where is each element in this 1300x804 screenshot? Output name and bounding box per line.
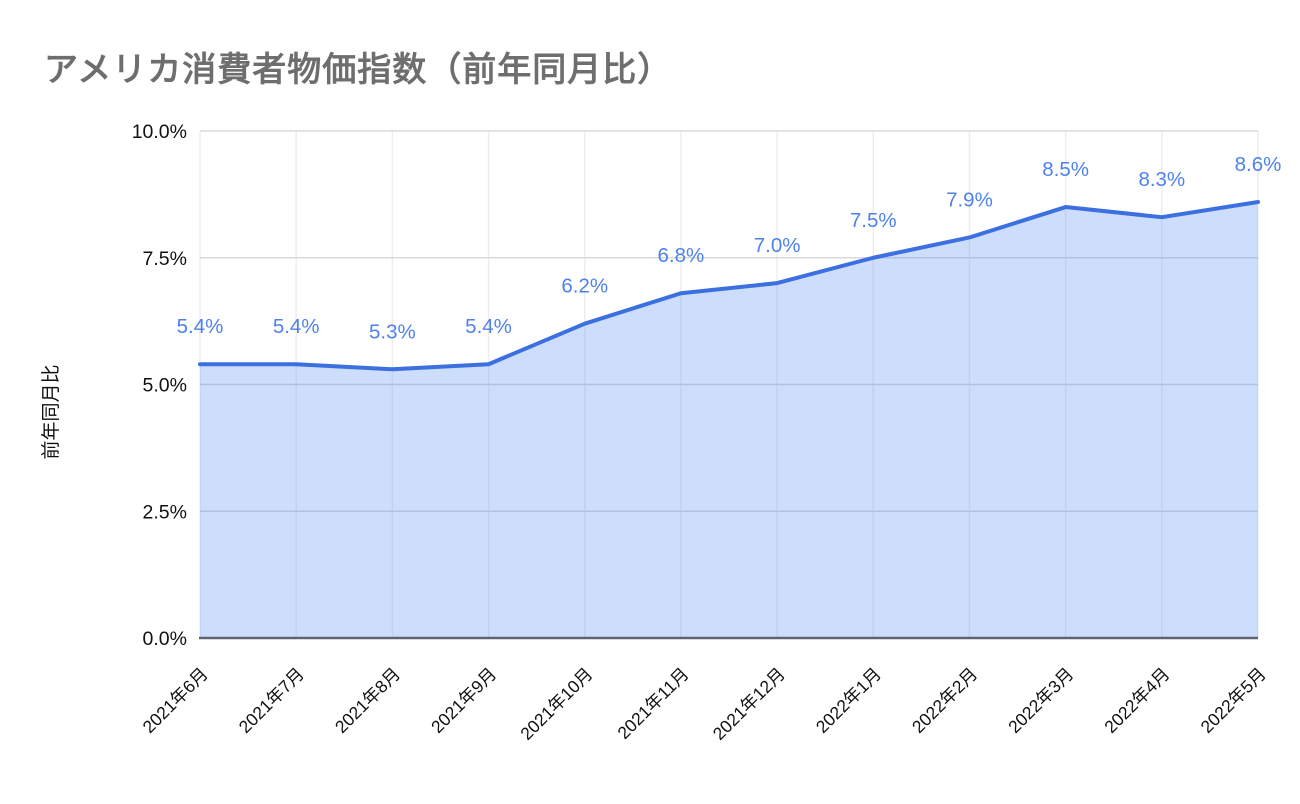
y-axis-title: 前年同月比 — [40, 364, 62, 459]
x-tick-label: 2022年1月 — [812, 664, 885, 737]
data-label: 6.2% — [561, 275, 608, 298]
x-tick-label: 2022年2月 — [908, 664, 981, 737]
area-fill — [200, 201, 1258, 639]
x-tick-label: 2022年4月 — [1100, 664, 1173, 737]
x-tick-label: 2021年12月 — [709, 664, 789, 744]
data-label: 8.3% — [1138, 168, 1185, 191]
y-tick-label: 0.0% — [143, 628, 187, 650]
data-label: 5.4% — [273, 315, 320, 338]
x-tick-label: 2021年8月 — [331, 664, 404, 737]
x-tick-label: 2021年6月 — [139, 664, 212, 737]
y-tick-label: 7.5% — [143, 248, 187, 270]
x-tick-label: 2021年9月 — [427, 664, 500, 737]
data-label: 8.6% — [1235, 153, 1282, 176]
data-label: 5.4% — [465, 315, 512, 338]
y-tick-label: 5.0% — [143, 375, 187, 397]
x-tick-label: 2021年11月 — [613, 664, 692, 743]
x-tick-label: 2022年5月 — [1197, 664, 1270, 737]
y-tick-label: 2.5% — [143, 501, 187, 523]
y-tick-label: 10.0% — [132, 121, 187, 143]
data-label: 5.4% — [177, 315, 224, 338]
series-line — [198, 199, 1260, 372]
data-label: 7.9% — [946, 188, 993, 211]
data-label: 7.0% — [754, 234, 801, 257]
x-tick-label: 2021年10月 — [516, 664, 596, 744]
x-tick-label: 2022年3月 — [1004, 664, 1077, 737]
x-tick-label: 2021年7月 — [235, 664, 308, 737]
data-label: 8.5% — [1042, 158, 1089, 181]
data-label: 6.8% — [658, 244, 705, 267]
data-label: 7.5% — [850, 209, 897, 232]
chart-title: アメリカ消費者物価指数（前年同月比） — [44, 51, 673, 89]
data-label: 5.3% — [369, 320, 416, 343]
